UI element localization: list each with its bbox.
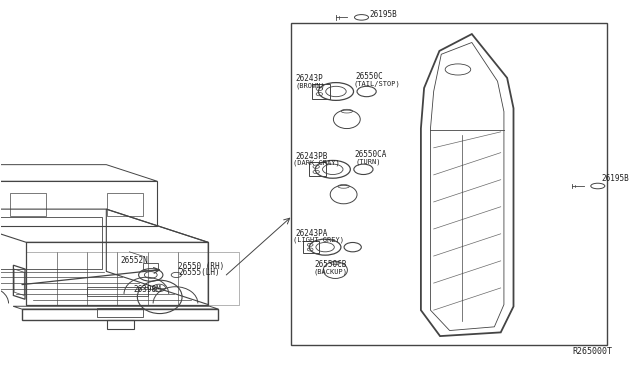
Text: (BROWN): (BROWN) xyxy=(296,82,326,89)
Text: 26243P: 26243P xyxy=(296,74,323,83)
Bar xyxy=(291,23,607,345)
Text: 26550CB: 26550CB xyxy=(314,260,346,269)
Text: (BACKUP): (BACKUP) xyxy=(313,269,348,275)
Text: (TAIL/STOP): (TAIL/STOP) xyxy=(353,80,400,87)
Text: 26550CA: 26550CA xyxy=(355,150,387,159)
Text: (DARK GRAY): (DARK GRAY) xyxy=(293,160,340,166)
Text: (LIGHT GREY): (LIGHT GREY) xyxy=(293,237,344,243)
Text: 26243PA: 26243PA xyxy=(296,229,328,238)
Text: 26550 (RH): 26550 (RH) xyxy=(178,262,225,271)
Text: (TURN): (TURN) xyxy=(356,158,381,164)
Text: 26195B: 26195B xyxy=(370,10,397,19)
Text: 26552N: 26552N xyxy=(120,256,148,264)
Text: 26555(LH): 26555(LH) xyxy=(178,268,220,277)
Text: 26398M: 26398M xyxy=(134,285,161,294)
Text: 26550C: 26550C xyxy=(356,72,383,81)
Text: 26243PB: 26243PB xyxy=(296,152,328,161)
Text: 26195B: 26195B xyxy=(601,174,628,183)
Text: R265000T: R265000T xyxy=(573,347,612,356)
